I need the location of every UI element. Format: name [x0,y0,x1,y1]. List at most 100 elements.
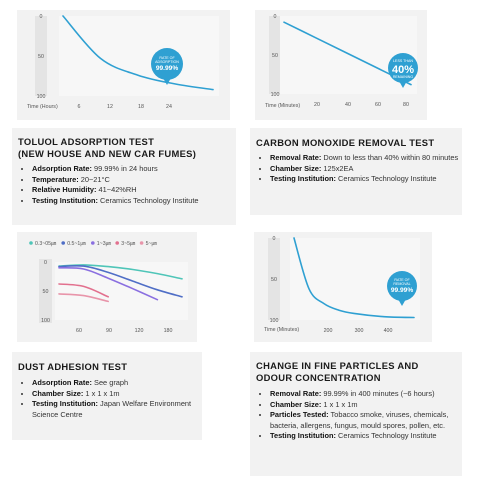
spec-label: Chamber Size: [270,399,322,409]
legend-label: 1~3㎛ [97,241,112,247]
y-tick-label: 50 [272,53,278,59]
spec-label: Temperature: [32,174,79,184]
particles-chart-panel: 0 50 100 Time (Minutes) 200 300 400 RATE OF REMO… [254,232,432,342]
spec-label: Removal Rate: [270,153,322,162]
spec-label: Relative Humidity: [32,185,97,195]
badge-text: REMOVAL [393,282,410,286]
spec-item: Testing Institution: Ceramics Technology… [32,196,242,207]
spec-item: Testing Institution: Japan Welfare Envir… [32,399,200,420]
particles-title: CHANGE IN FINE PARTICLES AND ODOUR CONCE… [256,360,419,383]
x-tick-label: 24 [166,104,172,110]
spec-item: Chamber Size: 125x2EA [270,164,460,175]
spec-value: 20~21°C [80,174,110,184]
dust-info-panel: DUST ADHESION TEST Adsorption Rate: See … [12,352,202,440]
spec-item: Relative Humidity: 41~42%RH [32,185,242,196]
fine-particles-chart: 0 50 100 Time (Minutes) 200 300 400 RATE OFREMO… [264,236,420,334]
spec-label: Testing Institution: [32,195,98,205]
spec-label: Particles Tested: [270,410,329,420]
plot-area [280,16,417,94]
spec-value: Japan Welfare Environment Science Centre [32,399,192,419]
badge-text: 99.99% [156,65,179,72]
dust-title: DUST ADHESION TEST [18,361,127,373]
spec-item: Removal Rate: Down to less than 40% with… [270,153,460,164]
x-tick-label: 18 [138,104,144,110]
badge-circle [387,271,417,301]
y-axis-strip [269,16,281,94]
particles-info-panel: CHANGE IN FINE PARTICLES AND ODOUR CONCE… [250,352,462,476]
spec-value: 125x2EA [323,163,354,173]
dust-chart-panel: 0 50 100 60 90 120 180 0.3~05㎛ 0.5~1㎛ 1~3㎛ 3~5㎛ 5~㎛ [17,232,197,342]
title-line: DUST ADHESION TEST [18,361,128,372]
spec-label: Testing Institution: [32,399,98,409]
y-tick-label: 0 [273,236,276,242]
x-tick-label: 120 [135,328,144,334]
badge-text: LESS THAN [393,59,413,63]
legend-marker [29,241,33,245]
spec-value: 99.99% in 400 minutes (~6 hours) [323,389,435,398]
title-line: CHANGE IN FINE PARTICLES AND [256,360,419,371]
spec-item: Chamber Size: 1 x 1 x 1m [32,389,200,400]
spec-label: Chamber Size: [32,388,84,398]
series-line [62,15,214,91]
series-line [58,283,109,298]
y-tick-label: 100 [270,318,279,324]
badge-text: 40% [392,64,414,76]
badge-text: RATE OF [159,56,175,60]
legend-marker [115,241,119,245]
toluol-title: TOLUOL ADSORPTION TEST (NEW HOUSE AND NE… [18,136,196,159]
spec-item: Testing Institution: Ceramics Technology… [270,174,460,185]
co-info-panel: CARBON MONOXIDE REMOVAL TEST Removal Rat… [250,128,462,215]
x-tick-label: 20 [314,102,320,108]
x-axis-label: Time (Minutes) [264,327,299,333]
title-line: CARBON MONOXIDE REMOVAL TEST [256,137,435,148]
series-line [58,266,159,301]
spec-label: Removal Rate: [270,389,322,398]
plot-area [59,16,219,96]
co-title: CARBON MONOXIDE REMOVAL TEST [256,137,434,149]
y-tick-label: 100 [271,92,280,98]
spec-label: Testing Institution: [270,174,336,184]
x-tick-label: 400 [384,328,393,334]
x-axis-label: Time (Minutes) [265,103,300,109]
title-line: TOLUOL ADSORPTION TEST [18,136,155,147]
spec-label: Testing Institution: [270,431,336,441]
spec-label: Chamber Size: [270,163,322,173]
badge-circle [388,53,418,83]
plot-area [55,262,188,320]
series-line [58,264,183,280]
toluol-chart-panel: 0 50 100 Time (Hours) 6 12 18 24 RATE OF ADSORPTI… [17,10,230,120]
legend-label: 5~㎛ [146,241,158,247]
y-tick-label: 0 [40,14,43,20]
x-tick-label: 300 [355,328,364,334]
y-tick-label: 0 [44,260,47,266]
legend-label: 3~5㎛ [121,241,136,247]
particles-spec-list: Removal Rate: 99.99% in 400 minutes (~6 … [260,389,462,442]
spec-value: Tobacco smoke, viruses, chemicals, bacte… [270,410,449,430]
toluol-adsorption-chart: 0 50 100 Time (Hours) 6 12 18 24 RATE OFADSORPTI… [27,14,219,110]
spec-value: Down to less than 40% within 80 minutes [323,153,459,162]
spec-value: 1 x 1 x 1m [85,388,120,398]
legend-marker [91,241,95,245]
y-tick-label: 100 [41,318,50,324]
y-tick-label: 50 [43,289,49,295]
title-line: (NEW HOUSE AND NEW CAR FUMES) [18,147,197,159]
spec-item: Adsorption Rate: See graph [32,378,200,389]
spec-item: Testing Institution: Ceramics Technology… [270,431,462,442]
legend-label: 0.5~1㎛ [67,241,86,247]
spec-value: Ceramics Technology Institute [100,195,199,205]
dust-adhesion-chart: 0 50 100 60 90 120 180 0.3~05㎛ 0.5~1㎛ 1~3㎛ 3~5㎛ 5~㎛ [29,241,188,334]
series-line [58,264,183,298]
badge-circle [151,48,183,80]
series-line [293,237,415,319]
x-tick-label: 60 [76,328,82,334]
badge-text: RATE OF [394,278,410,282]
co-spec-list: Removal Rate: Down to less than 40% with… [260,153,460,185]
x-tick-label: 60 [375,102,381,108]
spec-item: Removal Rate: 99.99% in 400 minutes (~6 … [270,389,462,400]
x-tick-label: 180 [164,328,173,334]
y-tick-label: 50 [271,277,277,283]
legend-marker [61,241,65,245]
spec-value: Ceramics Technology Institute [338,431,437,441]
x-tick-label: 80 [403,102,409,108]
spec-label: Adsorption Rate: [32,378,92,387]
